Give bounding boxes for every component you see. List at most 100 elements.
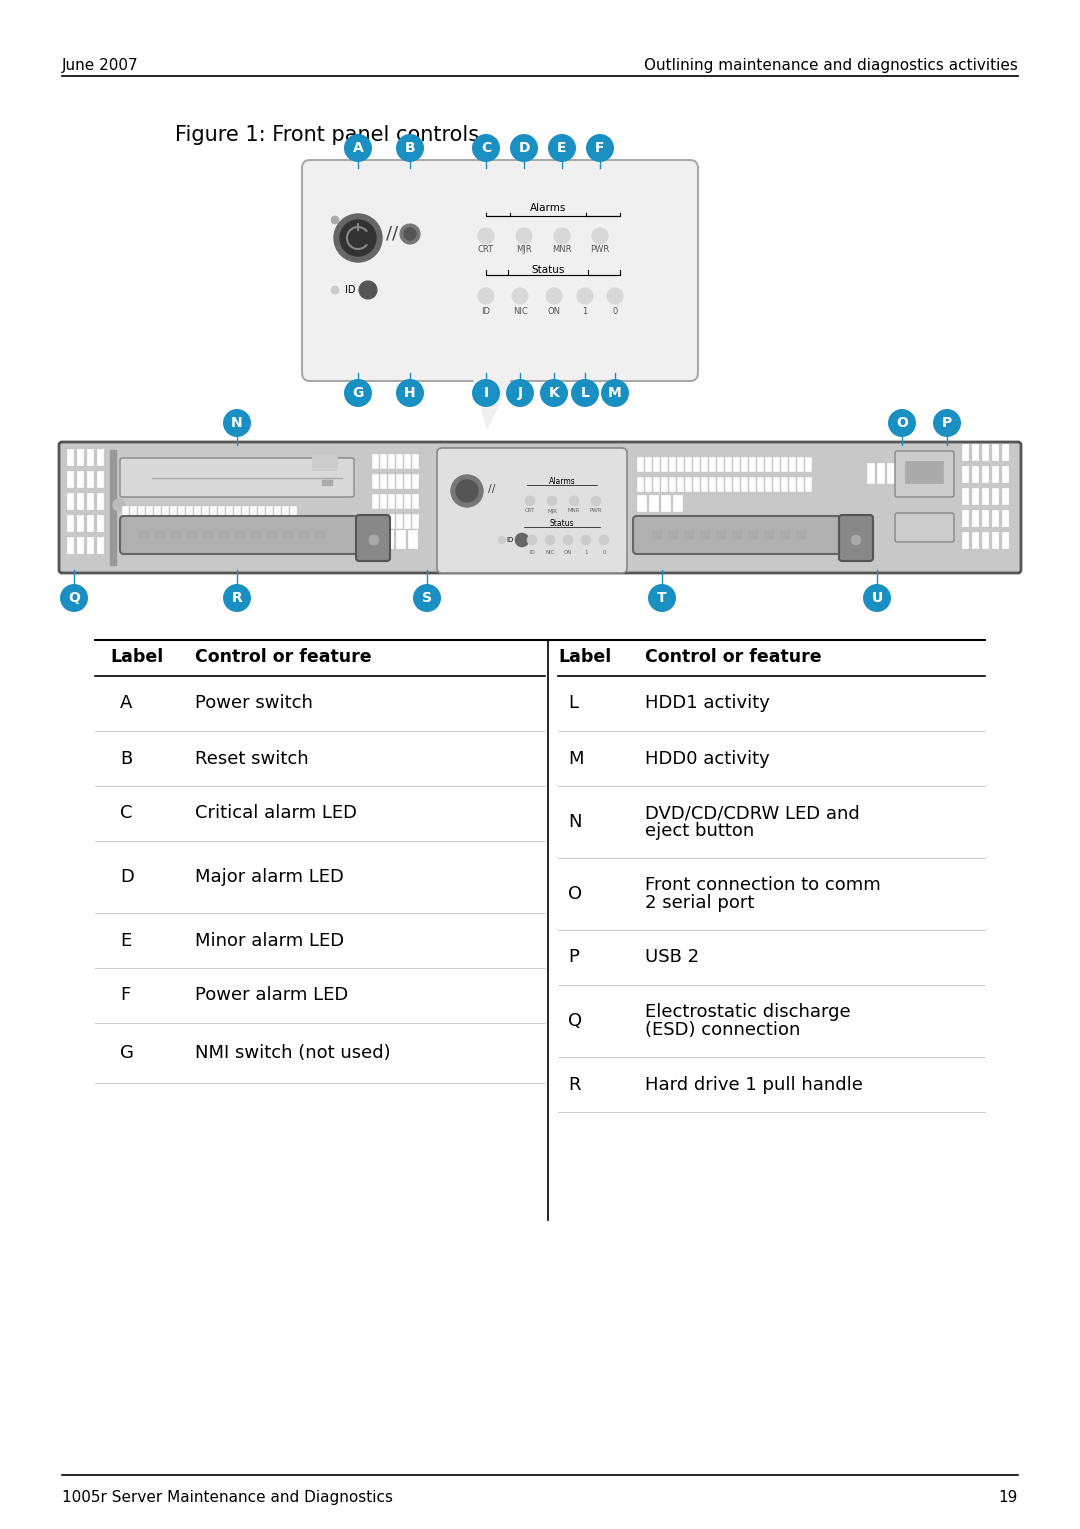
Circle shape (510, 135, 538, 162)
Bar (110, 450, 116, 566)
Bar (162, 506, 168, 521)
Text: Figure 1: Front panel controls: Figure 1: Front panel controls (175, 125, 480, 145)
Text: Critical alarm LED: Critical alarm LED (195, 804, 357, 823)
Circle shape (600, 379, 629, 407)
Text: PWR: PWR (590, 509, 603, 514)
Bar (805, 477, 811, 491)
Bar (905, 462, 943, 483)
Bar (384, 531, 393, 547)
Bar (669, 457, 675, 471)
Bar (77, 515, 83, 531)
Bar (1002, 466, 1008, 482)
Bar (77, 492, 83, 509)
Bar (962, 532, 968, 547)
Bar (684, 531, 694, 540)
Bar (962, 511, 968, 526)
Text: Major alarm LED: Major alarm LED (195, 868, 343, 885)
Circle shape (545, 535, 555, 544)
Bar (757, 457, 762, 471)
Bar (283, 531, 293, 540)
Text: P: P (942, 416, 953, 430)
Text: E: E (120, 931, 132, 950)
Bar (780, 531, 789, 540)
Text: J: J (517, 385, 523, 401)
Text: B: B (120, 749, 132, 768)
Text: Power switch: Power switch (195, 694, 313, 713)
Circle shape (60, 584, 87, 612)
Text: 2 serial port: 2 serial port (645, 894, 754, 911)
Circle shape (863, 584, 891, 612)
Bar (897, 463, 904, 483)
Text: USB 2: USB 2 (645, 948, 699, 966)
Circle shape (222, 584, 251, 612)
Bar (258, 506, 264, 521)
Circle shape (498, 537, 507, 544)
Circle shape (546, 287, 562, 304)
Circle shape (404, 228, 416, 240)
Bar (693, 457, 699, 471)
Bar (203, 531, 213, 540)
Bar (380, 474, 386, 488)
Text: (ESD) connection: (ESD) connection (645, 1021, 800, 1040)
Bar (87, 471, 93, 488)
Bar (408, 531, 417, 547)
Bar (67, 492, 73, 509)
Circle shape (451, 476, 483, 508)
Bar (661, 477, 667, 491)
Bar (67, 471, 73, 488)
Text: ON: ON (548, 306, 561, 315)
Bar (669, 477, 675, 491)
Bar (716, 531, 726, 540)
Bar (282, 526, 288, 541)
Bar (685, 477, 691, 491)
Bar (773, 477, 779, 491)
Bar (170, 506, 176, 521)
Bar (1002, 511, 1008, 526)
Text: 1: 1 (584, 549, 588, 555)
Bar (372, 514, 378, 528)
Text: 1005r Server Maintenance and Diagnostics: 1005r Server Maintenance and Diagnostics (62, 1489, 393, 1505)
Bar (249, 506, 256, 521)
Text: 19: 19 (999, 1489, 1018, 1505)
Bar (741, 477, 747, 491)
Text: CRT: CRT (525, 509, 536, 514)
Text: I: I (484, 385, 488, 401)
Circle shape (330, 216, 339, 225)
Text: Minor alarm LED: Minor alarm LED (195, 931, 345, 950)
Bar (291, 506, 296, 521)
Text: S: S (422, 592, 432, 605)
Bar (661, 495, 670, 511)
Circle shape (592, 228, 608, 245)
Bar (972, 488, 978, 505)
Bar (732, 531, 742, 540)
Circle shape (400, 225, 420, 245)
Bar (653, 457, 659, 471)
Bar (154, 506, 160, 521)
Bar (972, 443, 978, 460)
Bar (97, 471, 103, 488)
FancyBboxPatch shape (59, 442, 1021, 573)
Bar (1002, 488, 1008, 505)
Bar (411, 514, 418, 528)
Bar (677, 477, 683, 491)
Bar (993, 511, 998, 526)
Bar (411, 474, 418, 488)
Circle shape (472, 135, 500, 162)
Circle shape (507, 379, 534, 407)
Text: Electrostatic discharge: Electrostatic discharge (645, 1003, 851, 1021)
Bar (789, 457, 795, 471)
Bar (146, 526, 152, 541)
Bar (404, 494, 410, 508)
Bar (380, 454, 386, 468)
Text: U: U (872, 592, 882, 605)
Bar (226, 526, 232, 541)
Text: Front connection to comm: Front connection to comm (645, 876, 881, 894)
Bar (781, 457, 787, 471)
FancyBboxPatch shape (356, 515, 390, 561)
Text: L: L (581, 385, 590, 401)
Bar (725, 457, 731, 471)
Bar (372, 494, 378, 508)
Text: MJR: MJR (546, 509, 557, 514)
Bar (725, 477, 731, 491)
Bar (993, 488, 998, 505)
